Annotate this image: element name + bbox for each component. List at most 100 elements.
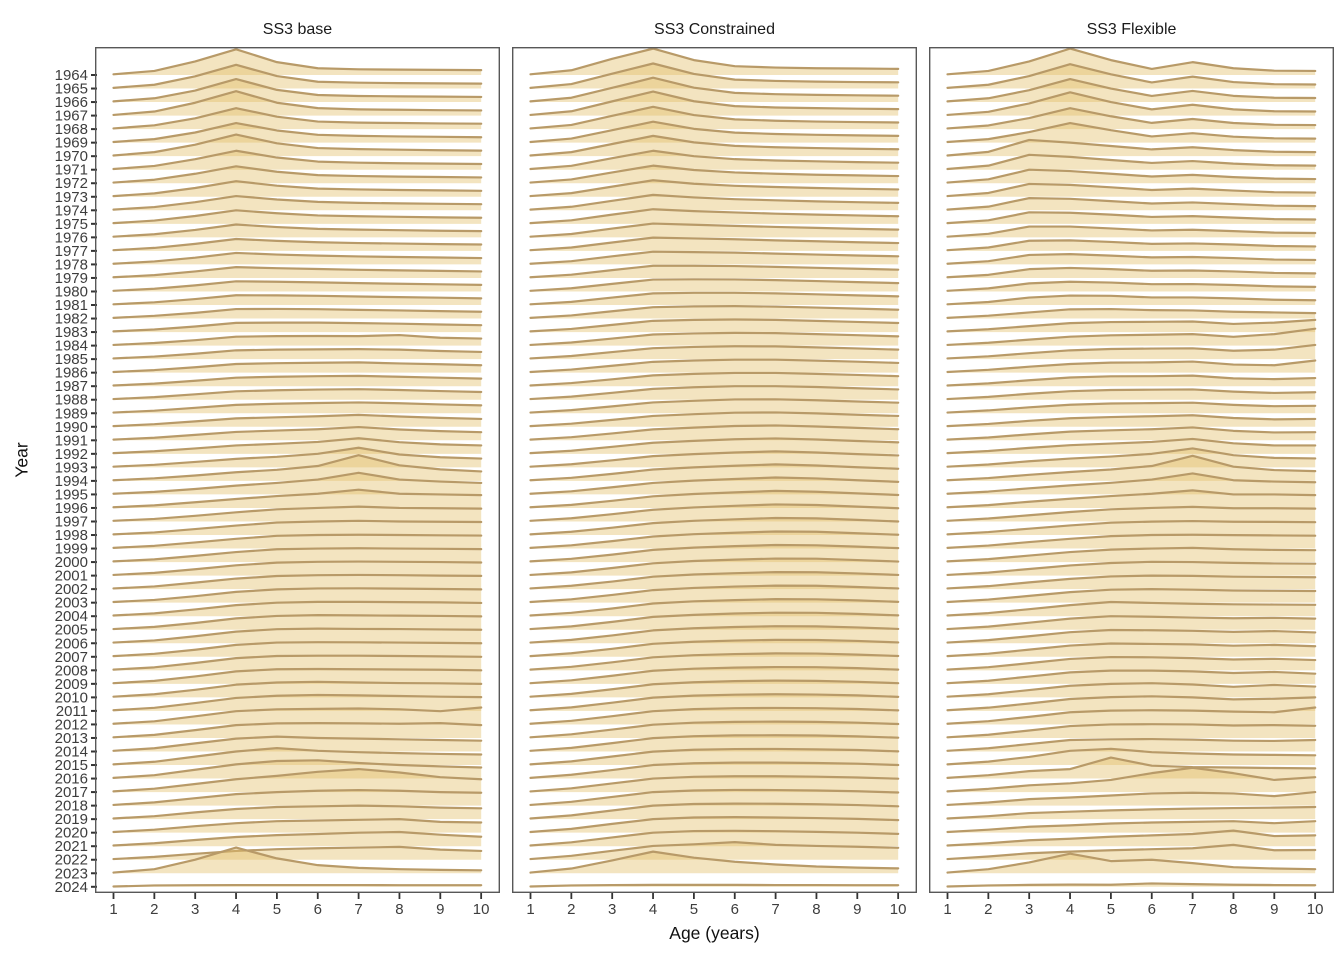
age-tick-label: 5: [273, 901, 281, 918]
ridge-line-1971: [529, 149, 900, 171]
year-tick-label: 1979: [55, 270, 88, 287]
ridge-fill-1984: [947, 328, 1316, 346]
age-tick-label: 10: [1307, 901, 1324, 918]
ridge-line-2011: [529, 693, 900, 712]
ridge-line-1985: [529, 345, 900, 360]
ridge-line-2003: [112, 587, 483, 604]
ridge-fill-2009: [113, 668, 482, 684]
ridge-line-2009: [112, 667, 483, 685]
year-tick-label: 2008: [55, 662, 88, 679]
ridge-line-1991: [112, 425, 483, 441]
age-tick-label: 8: [812, 901, 820, 918]
ridge-line-1969: [112, 121, 483, 144]
ridge-fill-1991: [113, 427, 482, 441]
ridge-line-2014: [529, 734, 900, 752]
ridge-line-1997: [529, 503, 900, 522]
ridge-fill-1967: [947, 92, 1316, 116]
ridge-line-1989: [112, 401, 483, 414]
ridge-line-1996: [946, 489, 1317, 509]
ridge-line-2015: [946, 747, 1317, 766]
ridge-fill-1964: [947, 48, 1316, 75]
year-tick-label: 1996: [55, 500, 88, 517]
age-tick-label: 9: [1270, 901, 1278, 918]
ridge-line-1982: [529, 304, 900, 319]
ridge-fill-1978: [530, 251, 899, 265]
age-tick-label: 5: [1107, 901, 1115, 918]
ridge-fill-1992: [947, 438, 1316, 454]
ridge-line-1978: [529, 250, 900, 265]
ridge-fill-1969: [530, 121, 899, 143]
ridge-line-2008: [112, 654, 483, 671]
ridge-line-2018: [112, 788, 483, 807]
year-tick-label: 1971: [55, 162, 88, 179]
ridge-line-2004: [946, 600, 1317, 617]
year-tick-label: 1981: [55, 297, 88, 314]
year-tick-label: 2018: [55, 798, 88, 815]
age-tick-label: 2: [984, 901, 992, 918]
ridge-line-1973: [112, 180, 483, 198]
year-tick-label: 1964: [55, 67, 88, 84]
year-tick-label: 2011: [56, 703, 88, 720]
age-tick-label: 7: [771, 901, 779, 918]
ridge-line-2017: [529, 775, 900, 793]
year-tick-label: 2022: [55, 852, 88, 869]
ridge-fill-1984: [530, 332, 899, 346]
ridge-fill-2015: [947, 748, 1316, 766]
panel-title-ss3-constrained: SS3 Constrained: [654, 21, 775, 38]
age-tick-label: 4: [649, 901, 657, 918]
ridge-fill-1996: [113, 489, 482, 508]
ridge-line-1998: [946, 519, 1317, 536]
age-tick-label: 1: [109, 901, 117, 918]
ridge-line-1987: [529, 371, 900, 387]
year-tick-label: 1989: [55, 405, 88, 422]
ridge-line-2002: [112, 573, 483, 590]
year-tick-label: 1966: [55, 94, 88, 111]
year-tick-label: 2013: [55, 730, 88, 747]
age-tick-label: 3: [1025, 901, 1033, 918]
ridge-fill-2015: [113, 748, 482, 766]
ridge-fill-1988: [947, 389, 1316, 400]
year-tick-label: 1997: [55, 513, 88, 530]
ridge-line-1995: [529, 476, 900, 495]
x-axis-ss3-flexible: 1 2 3 4 5 6 7 8 9 10: [943, 893, 1324, 918]
ridge-line-2019: [112, 804, 483, 820]
ridge-line-1983: [112, 321, 483, 333]
ridge-fill-2016: [530, 762, 899, 779]
ridge-line-2012: [946, 706, 1317, 725]
ridge-fill-1992: [113, 438, 482, 454]
ridge-line-1995: [946, 472, 1317, 495]
ridge-line-2024: [529, 883, 900, 888]
ridge-fill-2021: [530, 830, 899, 847]
ridge-line-1974: [529, 193, 900, 211]
ridge-line-1977: [946, 239, 1317, 252]
year-tick-label: 2023: [55, 865, 88, 882]
ridge-line-2023: [112, 846, 483, 874]
ridge-fill-1976: [947, 226, 1316, 238]
ridge-fill-1996: [947, 490, 1316, 508]
ridge-line-2003: [946, 588, 1317, 604]
ridge-line-2007: [112, 641, 483, 658]
ridge-line-1990: [946, 414, 1317, 428]
ridge-fill-1971: [530, 150, 899, 170]
ridge-line-1980: [946, 280, 1317, 292]
year-tick-label: 2007: [55, 649, 88, 666]
ridge-fill-1983: [113, 322, 482, 333]
ridge-fill-1993: [530, 451, 899, 468]
ridge-line-1979: [112, 266, 483, 279]
ridge-line-2005: [946, 615, 1317, 631]
ridge-line-2019: [529, 802, 900, 820]
ridge-fill-1985: [947, 344, 1316, 360]
ridge-line-2001: [112, 560, 483, 577]
ridge-line-1992: [946, 437, 1317, 455]
year-tick-label: 2012: [55, 716, 88, 733]
ridge-line-1998: [529, 516, 900, 536]
ridge-fill-1972: [113, 166, 482, 184]
ridge-fill-1989: [113, 402, 482, 414]
ridge-line-2012: [112, 706, 483, 725]
ridge-line-2017: [112, 767, 483, 793]
ridge-line-2024: [946, 882, 1317, 888]
ridge-line-1986: [946, 359, 1317, 374]
ridge-fill-1980: [947, 281, 1316, 292]
ridge-fill-2013: [530, 721, 899, 738]
